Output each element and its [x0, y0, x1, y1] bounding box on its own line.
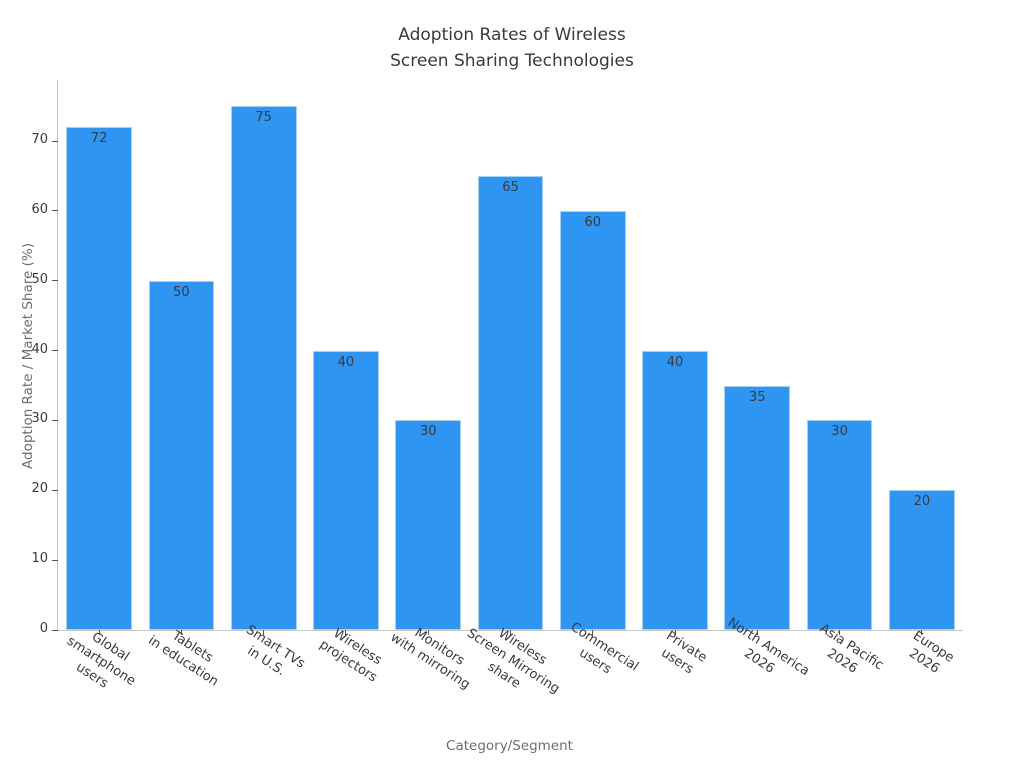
y-tick-mark — [52, 210, 58, 212]
y-tick-mark — [52, 489, 58, 491]
bar-7: 40 — [642, 350, 708, 630]
x-tick-mark — [510, 630, 511, 635]
x-axis-label: Category/Segment — [446, 738, 573, 754]
bar-value-label: 35 — [749, 389, 766, 405]
x-tick-mark — [674, 630, 676, 635]
y-tick-label: 70 — [31, 132, 48, 148]
y-tick-label: 0 — [39, 621, 48, 636]
chart-title: Adoption Rates of Wireless Screen Sharin… — [390, 25, 634, 72]
bar-value-label: 65 — [502, 180, 519, 196]
x-tick-mark — [427, 630, 429, 635]
bar-3: 40 — [313, 350, 379, 630]
bar-value-label: 40 — [666, 354, 684, 370]
x-tick-mark — [180, 630, 182, 635]
x-tick-mark — [345, 630, 347, 635]
bar-5: 65 — [477, 176, 544, 630]
bar-value-label: 75 — [255, 110, 272, 126]
y-tick-mark — [52, 559, 58, 561]
bar-value-label: 50 — [173, 284, 190, 300]
x-tick-mark — [98, 630, 100, 635]
y-tick-mark — [52, 140, 58, 142]
bar-value-label: 20 — [913, 494, 931, 510]
y-tick-label: 60 — [31, 201, 48, 217]
bar-value-label: 60 — [584, 214, 602, 230]
x-tick-mark — [592, 630, 594, 635]
bar-6: 60 — [559, 210, 626, 630]
bar-4: 30 — [395, 420, 462, 630]
x-tick-mark — [839, 630, 841, 635]
bar-10: 20 — [888, 490, 955, 630]
bar-0: 72 — [66, 127, 133, 630]
y-tick-label: 40 — [31, 341, 48, 357]
x-tick-mark — [921, 630, 923, 635]
y-tick-mark — [52, 280, 58, 282]
bar-9: 30 — [806, 420, 873, 630]
bar-1: 50 — [148, 280, 215, 630]
bar-2: 75 — [230, 106, 297, 630]
bar-value-label: 40 — [337, 354, 355, 370]
bar-value-label: 30 — [831, 424, 848, 440]
y-tick-mark — [52, 419, 58, 421]
x-tick-mark — [263, 630, 265, 635]
y-tick-mark — [52, 350, 58, 352]
y-tick-label: 30 — [31, 411, 48, 427]
bar-value-label: 72 — [90, 131, 108, 147]
y-tick-mark — [52, 629, 58, 631]
plot-area: 0 10 20 30 40 50 60 70 72 Global smartphone users… — [31, 80, 963, 697]
bar-value-label: 30 — [419, 424, 437, 440]
x-tick-mark — [756, 630, 758, 635]
y-tick-label: 20 — [31, 481, 48, 497]
y-tick-label: 50 — [31, 271, 48, 287]
y-tick-label: 10 — [31, 551, 48, 567]
bar-8: 35 — [724, 385, 791, 630]
